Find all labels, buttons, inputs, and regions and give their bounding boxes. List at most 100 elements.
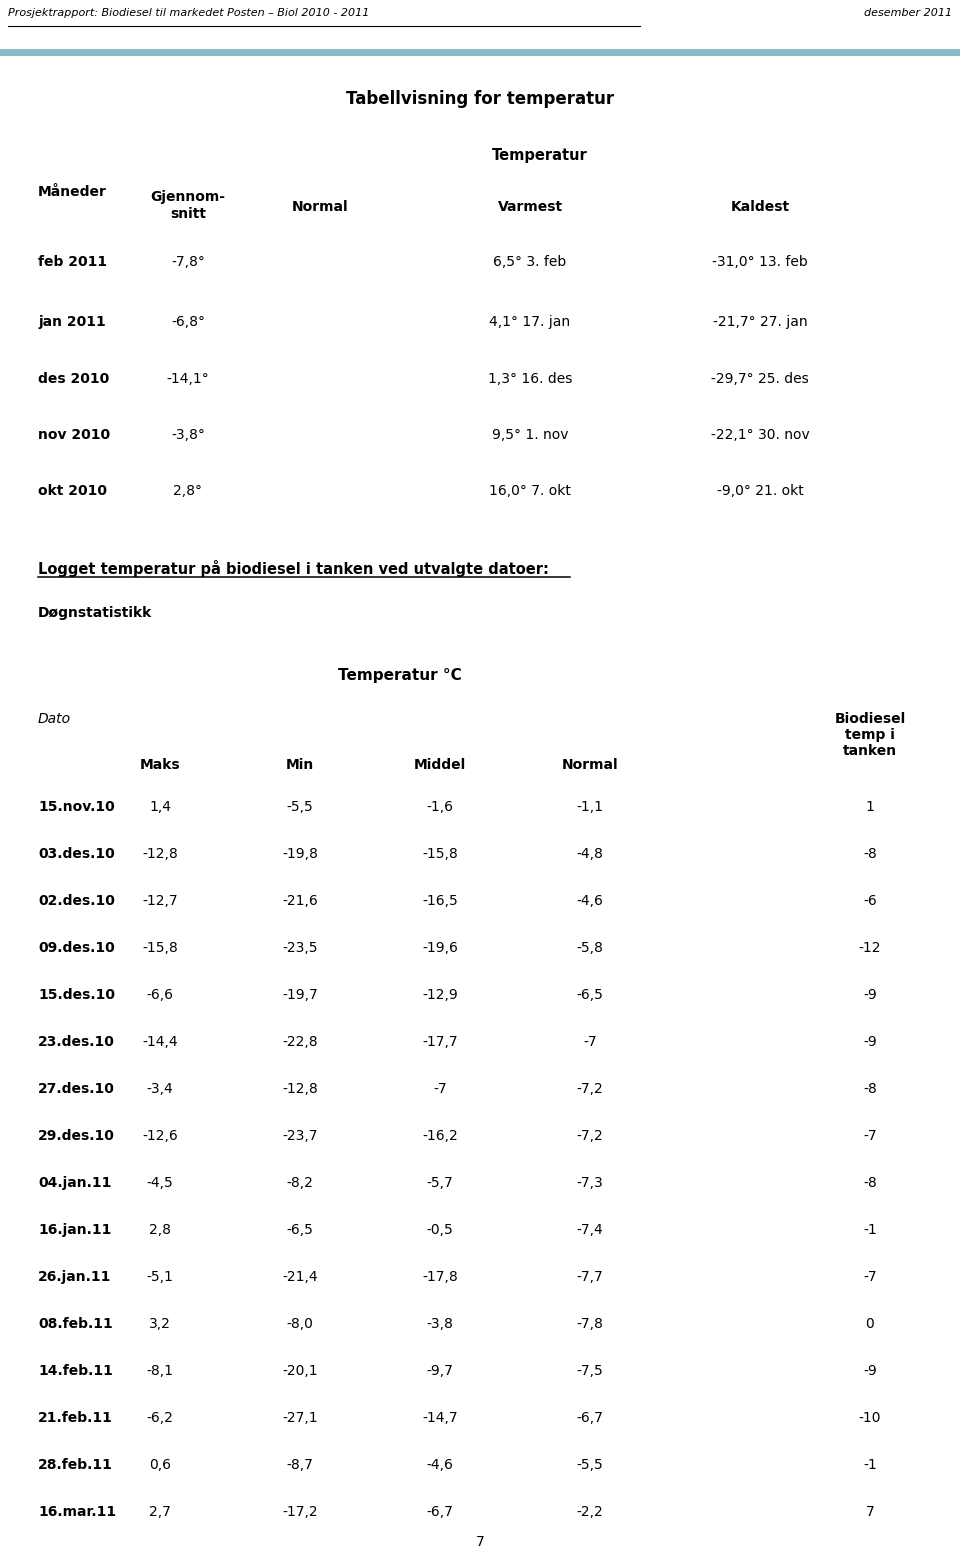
Text: -6,8°: -6,8°	[171, 314, 205, 328]
Text: -27,1: -27,1	[282, 1411, 318, 1425]
Text: -1,1: -1,1	[577, 801, 604, 813]
Text: -7: -7	[583, 1035, 597, 1049]
Text: -20,1: -20,1	[282, 1364, 318, 1378]
Text: 09.des.10: 09.des.10	[38, 942, 115, 956]
Text: -4,6: -4,6	[577, 895, 604, 909]
Text: -6,7: -6,7	[577, 1411, 604, 1425]
Text: 14.feb.11: 14.feb.11	[38, 1364, 113, 1378]
Text: -23,5: -23,5	[282, 942, 318, 956]
Text: -8,2: -8,2	[287, 1176, 313, 1190]
Text: -3,8: -3,8	[426, 1317, 453, 1331]
Text: Døgnstatistikk: Døgnstatistikk	[38, 605, 153, 619]
Text: -4,6: -4,6	[426, 1458, 453, 1472]
Text: 0: 0	[866, 1317, 875, 1331]
Text: 7: 7	[475, 1534, 485, 1548]
Text: -7: -7	[863, 1270, 876, 1284]
Text: -3,4: -3,4	[147, 1082, 174, 1096]
Text: -21,6: -21,6	[282, 895, 318, 909]
Text: 3,2: 3,2	[149, 1317, 171, 1331]
Text: -6: -6	[863, 895, 876, 909]
Text: -8,7: -8,7	[287, 1458, 313, 1472]
Text: Tabellvisning for temperatur: Tabellvisning for temperatur	[346, 91, 614, 108]
Text: -7,5: -7,5	[577, 1364, 604, 1378]
Text: -7,2: -7,2	[577, 1129, 604, 1143]
Text: Varmest: Varmest	[497, 200, 563, 214]
Text: -1: -1	[863, 1223, 876, 1237]
Text: -16,5: -16,5	[422, 895, 458, 909]
Text: -21,4: -21,4	[282, 1270, 318, 1284]
Text: 1,4: 1,4	[149, 801, 171, 813]
Text: 9,5° 1. nov: 9,5° 1. nov	[492, 429, 568, 443]
Text: -7,4: -7,4	[577, 1223, 604, 1237]
Text: -17,7: -17,7	[422, 1035, 458, 1049]
Text: -23,7: -23,7	[282, 1129, 318, 1143]
Text: -9,0° 21. okt: -9,0° 21. okt	[716, 483, 804, 497]
Text: temp i: temp i	[845, 727, 895, 741]
Text: -19,8: -19,8	[282, 848, 318, 862]
Text: 26.jan.11: 26.jan.11	[38, 1270, 111, 1284]
Text: Normal: Normal	[562, 759, 618, 773]
Text: -7: -7	[863, 1129, 876, 1143]
Text: Normal: Normal	[292, 200, 348, 214]
Text: snitt: snitt	[170, 206, 206, 221]
Text: Måneder: Måneder	[38, 185, 107, 199]
Text: Dato: Dato	[38, 712, 71, 726]
Text: -6,7: -6,7	[426, 1505, 453, 1519]
Text: Logget temperatur på biodiesel i tanken ved utvalgte datoer:: Logget temperatur på biodiesel i tanken …	[38, 560, 549, 577]
Text: -2,2: -2,2	[577, 1505, 604, 1519]
Text: desember 2011: desember 2011	[864, 8, 952, 19]
Text: -31,0° 13. feb: -31,0° 13. feb	[712, 255, 808, 269]
Text: -22,8: -22,8	[282, 1035, 318, 1049]
Text: 27.des.10: 27.des.10	[38, 1082, 115, 1096]
Text: 21.feb.11: 21.feb.11	[38, 1411, 113, 1425]
Text: -16,2: -16,2	[422, 1129, 458, 1143]
Text: -12,8: -12,8	[282, 1082, 318, 1096]
Text: 6,5° 3. feb: 6,5° 3. feb	[493, 255, 566, 269]
Text: 15.des.10: 15.des.10	[38, 988, 115, 1003]
Text: -0,5: -0,5	[426, 1223, 453, 1237]
Text: 7: 7	[866, 1505, 875, 1519]
Text: 03.des.10: 03.des.10	[38, 848, 115, 862]
Text: -17,2: -17,2	[282, 1505, 318, 1519]
Text: -8: -8	[863, 1082, 876, 1096]
Text: -5,1: -5,1	[147, 1270, 174, 1284]
Text: -14,7: -14,7	[422, 1411, 458, 1425]
Text: Min: Min	[286, 759, 314, 773]
Text: -4,8: -4,8	[577, 848, 604, 862]
Text: Maks: Maks	[140, 759, 180, 773]
Text: -7,8: -7,8	[577, 1317, 604, 1331]
Text: 4,1° 17. jan: 4,1° 17. jan	[490, 314, 570, 328]
Text: -8,1: -8,1	[147, 1364, 174, 1378]
Text: -12,8: -12,8	[142, 848, 178, 862]
Text: Temperatur °C: Temperatur °C	[338, 668, 462, 683]
Text: jan 2011: jan 2011	[38, 314, 106, 328]
Text: Prosjektrapport: Biodiesel til markedet Posten – Biol 2010 - 2011: Prosjektrapport: Biodiesel til markedet …	[8, 8, 370, 19]
Text: -7,2: -7,2	[577, 1082, 604, 1096]
Text: -9: -9	[863, 988, 876, 1003]
Text: -22,1° 30. nov: -22,1° 30. nov	[710, 429, 809, 443]
Text: -15,8: -15,8	[422, 848, 458, 862]
Text: 2,8°: 2,8°	[174, 483, 203, 497]
Text: -12,7: -12,7	[142, 895, 178, 909]
Text: -21,7° 27. jan: -21,7° 27. jan	[712, 314, 807, 328]
Text: Biodiesel: Biodiesel	[834, 712, 905, 726]
Text: tanken: tanken	[843, 744, 897, 759]
Text: Temperatur: Temperatur	[492, 149, 588, 163]
Text: -7,3: -7,3	[577, 1176, 604, 1190]
Text: feb 2011: feb 2011	[38, 255, 108, 269]
Text: -7: -7	[433, 1082, 446, 1096]
Text: -29,7° 25. des: -29,7° 25. des	[711, 372, 809, 386]
Text: -15,8: -15,8	[142, 942, 178, 956]
Text: -19,6: -19,6	[422, 942, 458, 956]
Text: -1: -1	[863, 1458, 876, 1472]
Text: -9: -9	[863, 1364, 876, 1378]
Text: Kaldest: Kaldest	[731, 200, 789, 214]
Text: 2,8: 2,8	[149, 1223, 171, 1237]
Text: 16.mar.11: 16.mar.11	[38, 1505, 116, 1519]
Text: -17,8: -17,8	[422, 1270, 458, 1284]
Text: -5,5: -5,5	[287, 801, 313, 813]
Text: -9,7: -9,7	[426, 1364, 453, 1378]
Text: 28.feb.11: 28.feb.11	[38, 1458, 113, 1472]
Text: -5,7: -5,7	[426, 1176, 453, 1190]
Text: -12,9: -12,9	[422, 988, 458, 1003]
